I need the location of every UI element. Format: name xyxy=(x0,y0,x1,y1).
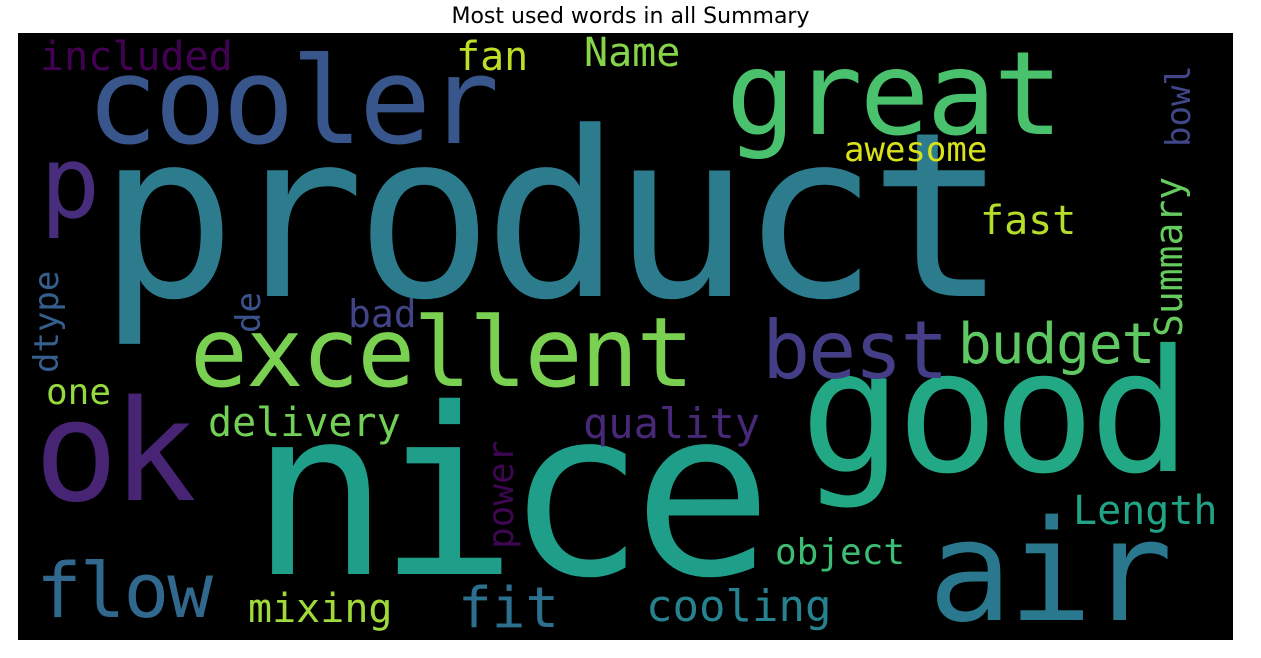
word-fan: fan xyxy=(456,34,529,80)
word-cloud: product nice good cooler great excellent… xyxy=(18,33,1233,640)
word-excellent: excellent xyxy=(190,297,694,409)
word-awesome: awesome xyxy=(844,130,988,170)
word-quality: quality xyxy=(583,399,761,448)
word-ok: ok xyxy=(34,371,197,534)
word-included: included xyxy=(40,34,233,80)
word-cooler: cooler xyxy=(86,33,499,172)
word-nice: nice xyxy=(250,359,773,629)
word-name: Name xyxy=(584,33,681,76)
word-object: object xyxy=(775,532,906,573)
word-fit: fit xyxy=(458,576,560,640)
word-p: p xyxy=(40,124,101,241)
word-summary: Summary xyxy=(1147,176,1191,337)
word-de: de xyxy=(229,292,269,333)
word-bowl: bowl xyxy=(1159,65,1199,147)
word-flow: flow xyxy=(36,546,213,635)
chart-title: Most used words in all Summary xyxy=(451,4,810,29)
word-air: air xyxy=(928,491,1173,641)
word-budget: budget xyxy=(958,312,1155,377)
word-delivery: delivery xyxy=(208,400,401,446)
word-length: Length xyxy=(1073,488,1218,534)
word-good: good xyxy=(800,314,1191,512)
word-dtype: dtype xyxy=(27,270,67,373)
word-great: great xyxy=(726,33,1063,162)
word-fast: fast xyxy=(980,198,1077,244)
word-mixing: mixing xyxy=(248,586,393,632)
word-product: product xyxy=(98,84,1007,351)
word-one: one xyxy=(46,372,112,413)
word-power: power xyxy=(481,440,522,549)
word-bad: bad xyxy=(348,292,417,336)
word-cooling: cooling xyxy=(646,581,832,632)
word-best: best xyxy=(762,304,949,397)
